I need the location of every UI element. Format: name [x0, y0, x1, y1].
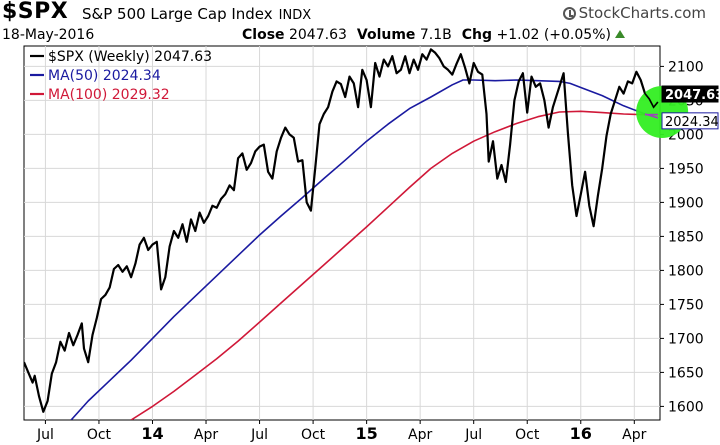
y-tick-label: 1650	[668, 365, 704, 381]
series-end-1	[644, 113, 659, 119]
y-tick-label: 2100	[668, 59, 704, 75]
series-line-2	[130, 110, 658, 420]
ticker-symbol: $SPX	[2, 0, 69, 24]
x-tick-label: 15	[355, 424, 377, 443]
y-tick-label: 1950	[668, 161, 704, 177]
y-tick-label: 1850	[668, 229, 704, 245]
chart-header: $SPX S&P 500 Large Cap Index INDX 18-May-…	[0, 0, 720, 46]
legend-entry: MA(50) 2024.34	[48, 68, 161, 84]
y-tick-label: 1900	[668, 195, 704, 211]
volume-value: 7.1B	[419, 27, 452, 43]
stockcharts-logo-icon	[562, 6, 576, 20]
plot-frame	[23, 45, 661, 421]
series-line-1	[70, 79, 659, 420]
price-label-box	[661, 85, 719, 103]
series-end-0	[635, 71, 659, 109]
x-tick-label: Apr	[408, 427, 432, 443]
price-stats: Close 2047.63 Volume 7.1B Chg +1.02 (+0.05…	[242, 27, 625, 43]
price-label-box	[661, 112, 719, 130]
legend-entry: $SPX (Weekly) 2047.63	[48, 49, 212, 65]
x-tick-label: Oct	[87, 427, 112, 443]
x-tick-label: Jul	[36, 427, 54, 443]
legend-entry: MA(100) 2029.32	[48, 87, 170, 103]
y-tick-label: 1700	[668, 331, 704, 347]
x-tick-label: 16	[570, 424, 592, 443]
volume-label: Volume	[356, 27, 416, 43]
series-line-0	[24, 48, 659, 413]
ticker-description: S&P 500 Large Cap Index INDX	[82, 5, 312, 23]
x-tick-label: Oct	[515, 427, 540, 443]
y-tick-label: 1800	[668, 263, 704, 279]
price-label-text: 2024.34	[665, 115, 719, 130]
price-label-text: 2047.63	[665, 88, 720, 103]
x-tick-label: 14	[141, 424, 163, 443]
chart-date: 18-May-2016	[2, 27, 95, 43]
chg-value: +1.02 (+0.05%)	[496, 27, 611, 43]
x-tick-label: Jul	[250, 427, 268, 443]
close-value: 2047.63	[288, 27, 347, 43]
x-tick-label: Oct	[301, 427, 326, 443]
stockcharts-brand[interactable]: StockCharts.com	[562, 4, 706, 22]
x-tick-label: Jul	[464, 427, 482, 443]
close-label: Close	[242, 27, 285, 43]
y-tick-label: 1750	[668, 297, 704, 313]
x-tick-label: Apr	[194, 427, 218, 443]
y-tick-label: 1600	[668, 399, 704, 415]
up-triangle-icon	[614, 30, 625, 38]
exchange-label: INDX	[278, 8, 312, 23]
chg-label: Chg	[461, 27, 493, 43]
x-tick-label: Apr	[622, 427, 646, 443]
